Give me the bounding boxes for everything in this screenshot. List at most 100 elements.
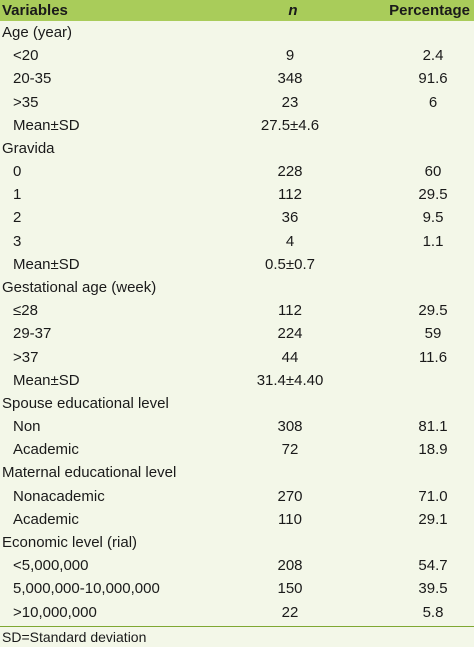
- row-percentage-value: 59: [424, 325, 442, 343]
- table-row: Nonacademic 270 71.0: [0, 485, 474, 508]
- row-percentage-value: [358, 253, 474, 276]
- table-row: >10,000,000 22 5.8: [0, 601, 474, 624]
- row-percentage-value: 29.5: [418, 302, 448, 320]
- header-n: n: [288, 2, 298, 19]
- table-row: ≤28 112 29.5: [0, 299, 474, 322]
- row-n-value: 308: [277, 418, 303, 436]
- row-percentage-value: [358, 276, 474, 299]
- row-label: 0: [13, 163, 22, 181]
- row-label: 2: [13, 209, 22, 227]
- row-label: <20: [13, 47, 39, 65]
- row-n-value: 228: [277, 163, 303, 181]
- row-n-value: 0.5±0.7: [265, 255, 315, 273]
- header-variables: Variables: [2, 2, 68, 19]
- row-n-value: 208: [277, 557, 303, 575]
- row-label: 29-37: [13, 325, 52, 343]
- row-n-value: [215, 21, 365, 44]
- row-n-value: 150: [277, 580, 303, 598]
- row-n-value: 27.5±4.6: [260, 116, 320, 134]
- row-label: Gestational age (week): [2, 278, 157, 296]
- row-label: Spouse educational level: [2, 394, 169, 412]
- row-label: <5,000,000: [13, 557, 89, 575]
- row-label: Non: [13, 418, 41, 436]
- row-label: Age (year): [2, 24, 73, 41]
- table-row: Mean±SD 0.5±0.7: [0, 253, 474, 276]
- row-n-value: 9: [285, 47, 295, 65]
- row-n-value: [215, 137, 365, 160]
- footer-divider: [0, 626, 474, 627]
- row-n-value: 72: [281, 441, 299, 459]
- row-percentage-value: 5.8: [422, 603, 444, 621]
- category-row: Gestational age (week): [0, 276, 474, 299]
- row-percentage-value: 39.5: [418, 580, 448, 598]
- row-n-value: 110: [278, 510, 302, 528]
- row-percentage-value: 29.1: [418, 510, 448, 528]
- row-n-value: 23: [281, 93, 299, 111]
- row-percentage-value: [358, 461, 474, 484]
- row-percentage-value: [358, 114, 474, 137]
- row-label: >35: [13, 93, 39, 111]
- category-row: Gravida: [0, 137, 474, 160]
- row-percentage-value: 1.1: [422, 232, 444, 250]
- table-row: >37 44 11.6: [0, 346, 474, 369]
- row-percentage-value: 71.0: [418, 487, 448, 505]
- row-label: Mean±SD: [13, 255, 80, 273]
- row-label: Gravida: [2, 139, 55, 157]
- table-footnote: SD=Standard deviation: [2, 629, 147, 645]
- table-row: Academic 110 29.1: [0, 508, 474, 531]
- row-label: Nonacademic: [13, 487, 105, 505]
- category-row: Maternal educational level: [0, 461, 474, 484]
- row-label: Academic: [13, 441, 79, 459]
- table-row: >35 23 6: [0, 91, 474, 114]
- row-percentage-value: 6: [428, 93, 438, 111]
- table-row: 5,000,000-10,000,000 150 39.5: [0, 577, 474, 600]
- row-n-value: 36: [281, 209, 299, 227]
- row-n-value: 44: [281, 348, 299, 366]
- row-label: 1: [13, 186, 22, 204]
- table-row: 3 4 1.1: [0, 230, 474, 253]
- row-percentage-value: 2.4: [422, 47, 444, 65]
- table-header: Variables n Percentage: [0, 0, 474, 21]
- table-row: Non 308 81.1: [0, 415, 474, 438]
- row-label: ≤28: [13, 302, 38, 320]
- row-label: >10,000,000: [13, 603, 97, 621]
- row-percentage-value: 9.5: [422, 209, 444, 227]
- row-percentage-value: [358, 21, 474, 44]
- row-label: 20-35: [13, 70, 52, 88]
- row-percentage-value: 18.9: [418, 441, 448, 459]
- row-n-value: 224: [277, 325, 303, 343]
- row-percentage-value: 60: [424, 163, 442, 181]
- row-percentage-value: 11.6: [418, 348, 448, 366]
- category-row: Spouse educational level: [0, 392, 474, 415]
- table-row: Mean±SD 27.5±4.6: [0, 114, 474, 137]
- row-n-value: 4: [285, 232, 295, 250]
- row-n-value: 112: [278, 186, 302, 204]
- row-n-value: 112: [278, 302, 302, 320]
- row-n-value: 31.4±4.40: [256, 371, 324, 389]
- row-n-value: [215, 276, 365, 299]
- table-row: 2 36 9.5: [0, 206, 474, 229]
- table-row: 20-35 348 91.6: [0, 67, 474, 90]
- table-row: Academic 72 18.9: [0, 438, 474, 461]
- row-label: Mean±SD: [13, 116, 80, 134]
- row-percentage-value: 81.1: [418, 418, 448, 436]
- row-percentage-value: 54.7: [418, 557, 448, 575]
- header-percentage: Percentage: [389, 2, 470, 19]
- table-row: 29-37 224 59: [0, 322, 474, 345]
- row-percentage-value: 29.5: [418, 186, 448, 204]
- row-label: Economic level (rial): [2, 533, 138, 551]
- row-percentage-value: [358, 531, 474, 554]
- row-label: >37: [13, 348, 39, 366]
- table-row: <20 9 2.4: [0, 44, 474, 67]
- table-row: Mean±SD 31.4±4.40: [0, 369, 474, 392]
- row-percentage-value: [358, 137, 474, 160]
- row-label: Maternal educational level: [2, 464, 177, 482]
- row-percentage-value: [358, 369, 474, 392]
- row-n-value: [215, 461, 365, 484]
- table-row: <5,000,000 208 54.7: [0, 554, 474, 577]
- row-n-value: [215, 392, 365, 415]
- row-label: Academic: [13, 510, 79, 528]
- row-percentage-value: [358, 392, 474, 415]
- row-n-value: 270: [277, 487, 303, 505]
